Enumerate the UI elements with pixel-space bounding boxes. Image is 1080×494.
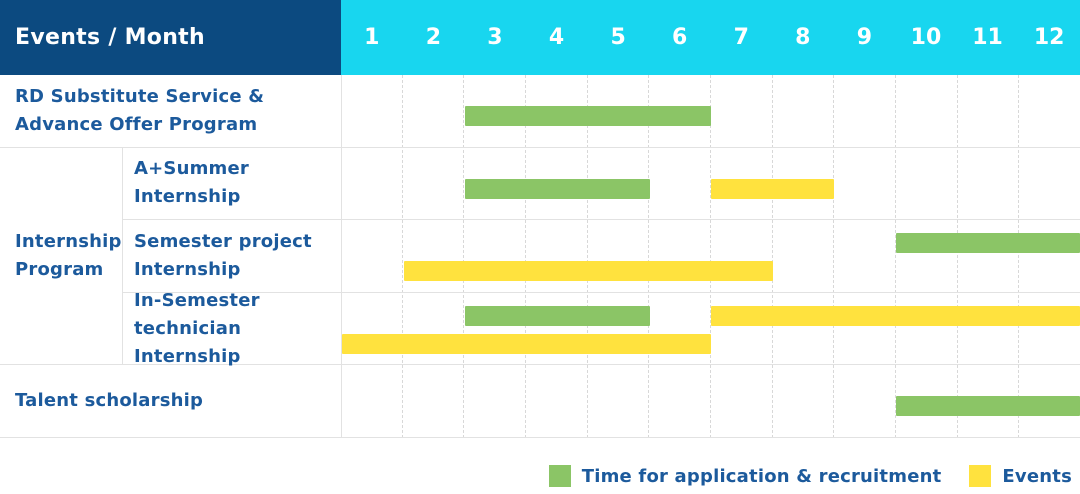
legend-item-application-recruitment: Time for application & recruitment: [548, 465, 942, 487]
row-label-line: RD Substitute Service &: [15, 85, 265, 107]
row-label-line: Internship: [134, 258, 241, 280]
gantt-bar-application-recruitment: [895, 396, 1080, 417]
legend-swatch-green: [548, 465, 571, 487]
month-label: 11: [972, 25, 1003, 50]
row-label-line: Advance Offer Program: [15, 113, 258, 135]
month-label: 12: [1033, 25, 1065, 50]
row-label-line: technician Internship: [134, 317, 242, 367]
month-label: 9: [856, 25, 873, 50]
row-label-line: Internship: [134, 186, 241, 208]
group-label-line: Internship: [15, 230, 122, 252]
row-label-line: A+Summer: [134, 158, 249, 180]
table-row: Talent scholarship: [0, 365, 1080, 438]
row-label-talent-scholarship: Talent scholarship: [0, 365, 341, 438]
gantt-track: [341, 75, 1080, 148]
gantt-bar-events: [711, 178, 834, 199]
legend: Time for application & recruitment Event…: [548, 465, 1072, 487]
table-row: A+Summer Internship: [0, 147, 1080, 221]
month-header: 1 2 3 4 5 6 7 8 9 10 11 12: [341, 0, 1080, 75]
month-label: 3: [487, 25, 503, 50]
legend-swatch-yellow: [969, 465, 992, 487]
row-label-in-semester-technician: In-Semester technician Internship: [123, 290, 341, 367]
gantt-track: [341, 220, 1080, 293]
events-month-header-label: Events / Month: [15, 25, 205, 50]
month-label: 4: [548, 25, 565, 50]
gantt-bar-application-recruitment: [465, 106, 711, 126]
table-row: Semester project Internship: [0, 220, 1080, 293]
gantt-bar-application-recruitment: [465, 305, 650, 326]
row-label-rd-substitute: RD Substitute Service & Advance Offer Pr…: [0, 75, 341, 148]
month-label: 10: [910, 25, 942, 50]
gantt-track: [341, 147, 1080, 221]
gantt-bar-events: [711, 305, 1080, 326]
gantt-bar-application-recruitment: [895, 233, 1080, 254]
table-row: In-Semester technician Internship: [0, 290, 1080, 367]
table-row: RD Substitute Service & Advance Offer Pr…: [0, 75, 1080, 148]
legend-item-events: Events: [969, 465, 1072, 487]
gantt-track: [341, 365, 1080, 438]
group-label-line: Program: [15, 258, 104, 280]
gantt-bar-events: [342, 333, 711, 354]
month-label: 6: [672, 25, 688, 50]
row-label-line: In-Semester: [134, 289, 260, 311]
row-label-line: Semester project: [134, 230, 312, 252]
gantt-bar-events: [403, 261, 773, 282]
legend-label: Events: [1002, 465, 1072, 487]
row-label-semester-project: Semester project Internship: [123, 220, 341, 293]
month-label: 8: [795, 25, 811, 50]
gantt-track: [341, 292, 1080, 366]
month-label: 5: [610, 25, 626, 50]
month-label: 7: [733, 25, 749, 50]
legend-label: Time for application & recruitment: [581, 465, 942, 487]
month-label: 2: [425, 25, 442, 50]
row-group-label-internship-program: Internship Program: [0, 147, 123, 366]
row-label-a-plus-summer: A+Summer Internship: [123, 148, 341, 221]
row-label-line: Talent scholarship: [15, 390, 204, 412]
month-label: 1: [364, 25, 380, 50]
gantt-bar-application-recruitment: [465, 178, 650, 199]
events-month-header-cell: Events / Month: [0, 0, 341, 75]
